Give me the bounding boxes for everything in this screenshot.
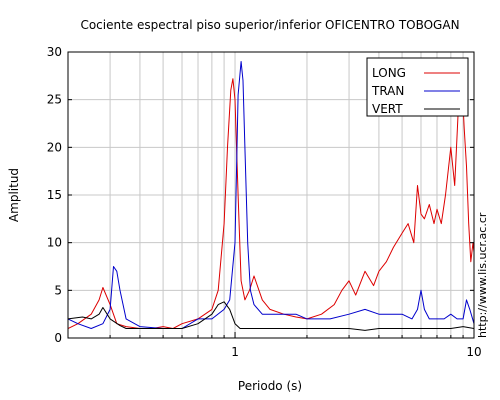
y-tick-label: 25: [47, 93, 62, 107]
series-line-tran: [68, 61, 474, 329]
series-line-vert: [68, 301, 474, 331]
y-tick-label: 5: [54, 283, 62, 297]
y-tick-label: 20: [47, 140, 62, 154]
x-axis-ticks: 1 10: [67, 332, 482, 359]
legend-label-vert: VERT: [372, 102, 403, 116]
legend-label-long: LONG: [372, 66, 406, 80]
side-note-url: http://www.lis.ucr.ac.cr: [476, 212, 489, 338]
chart-title: Cociente espectral piso superior/inferio…: [80, 18, 459, 32]
y-tick-label: 30: [47, 45, 62, 59]
y-axis-ticks: 0 5 10 15 20 25 30: [47, 45, 474, 345]
series-lines: [68, 61, 474, 331]
y-tick-label: 0: [54, 331, 62, 345]
x-axis-label: Periodo (s): [238, 379, 302, 393]
x-tick-label: 1: [231, 345, 239, 359]
y-tick-label: 15: [47, 188, 62, 202]
legend-box: [366, 57, 469, 117]
x-tick-label: 10: [466, 345, 481, 359]
y-tick-label: 10: [47, 236, 62, 250]
series-line-long: [68, 78, 474, 329]
y-axis-label: Amplitud: [7, 168, 21, 222]
legend-label-tran: TRAN: [371, 84, 404, 98]
legend: LONG TRAN VERT: [366, 57, 469, 117]
